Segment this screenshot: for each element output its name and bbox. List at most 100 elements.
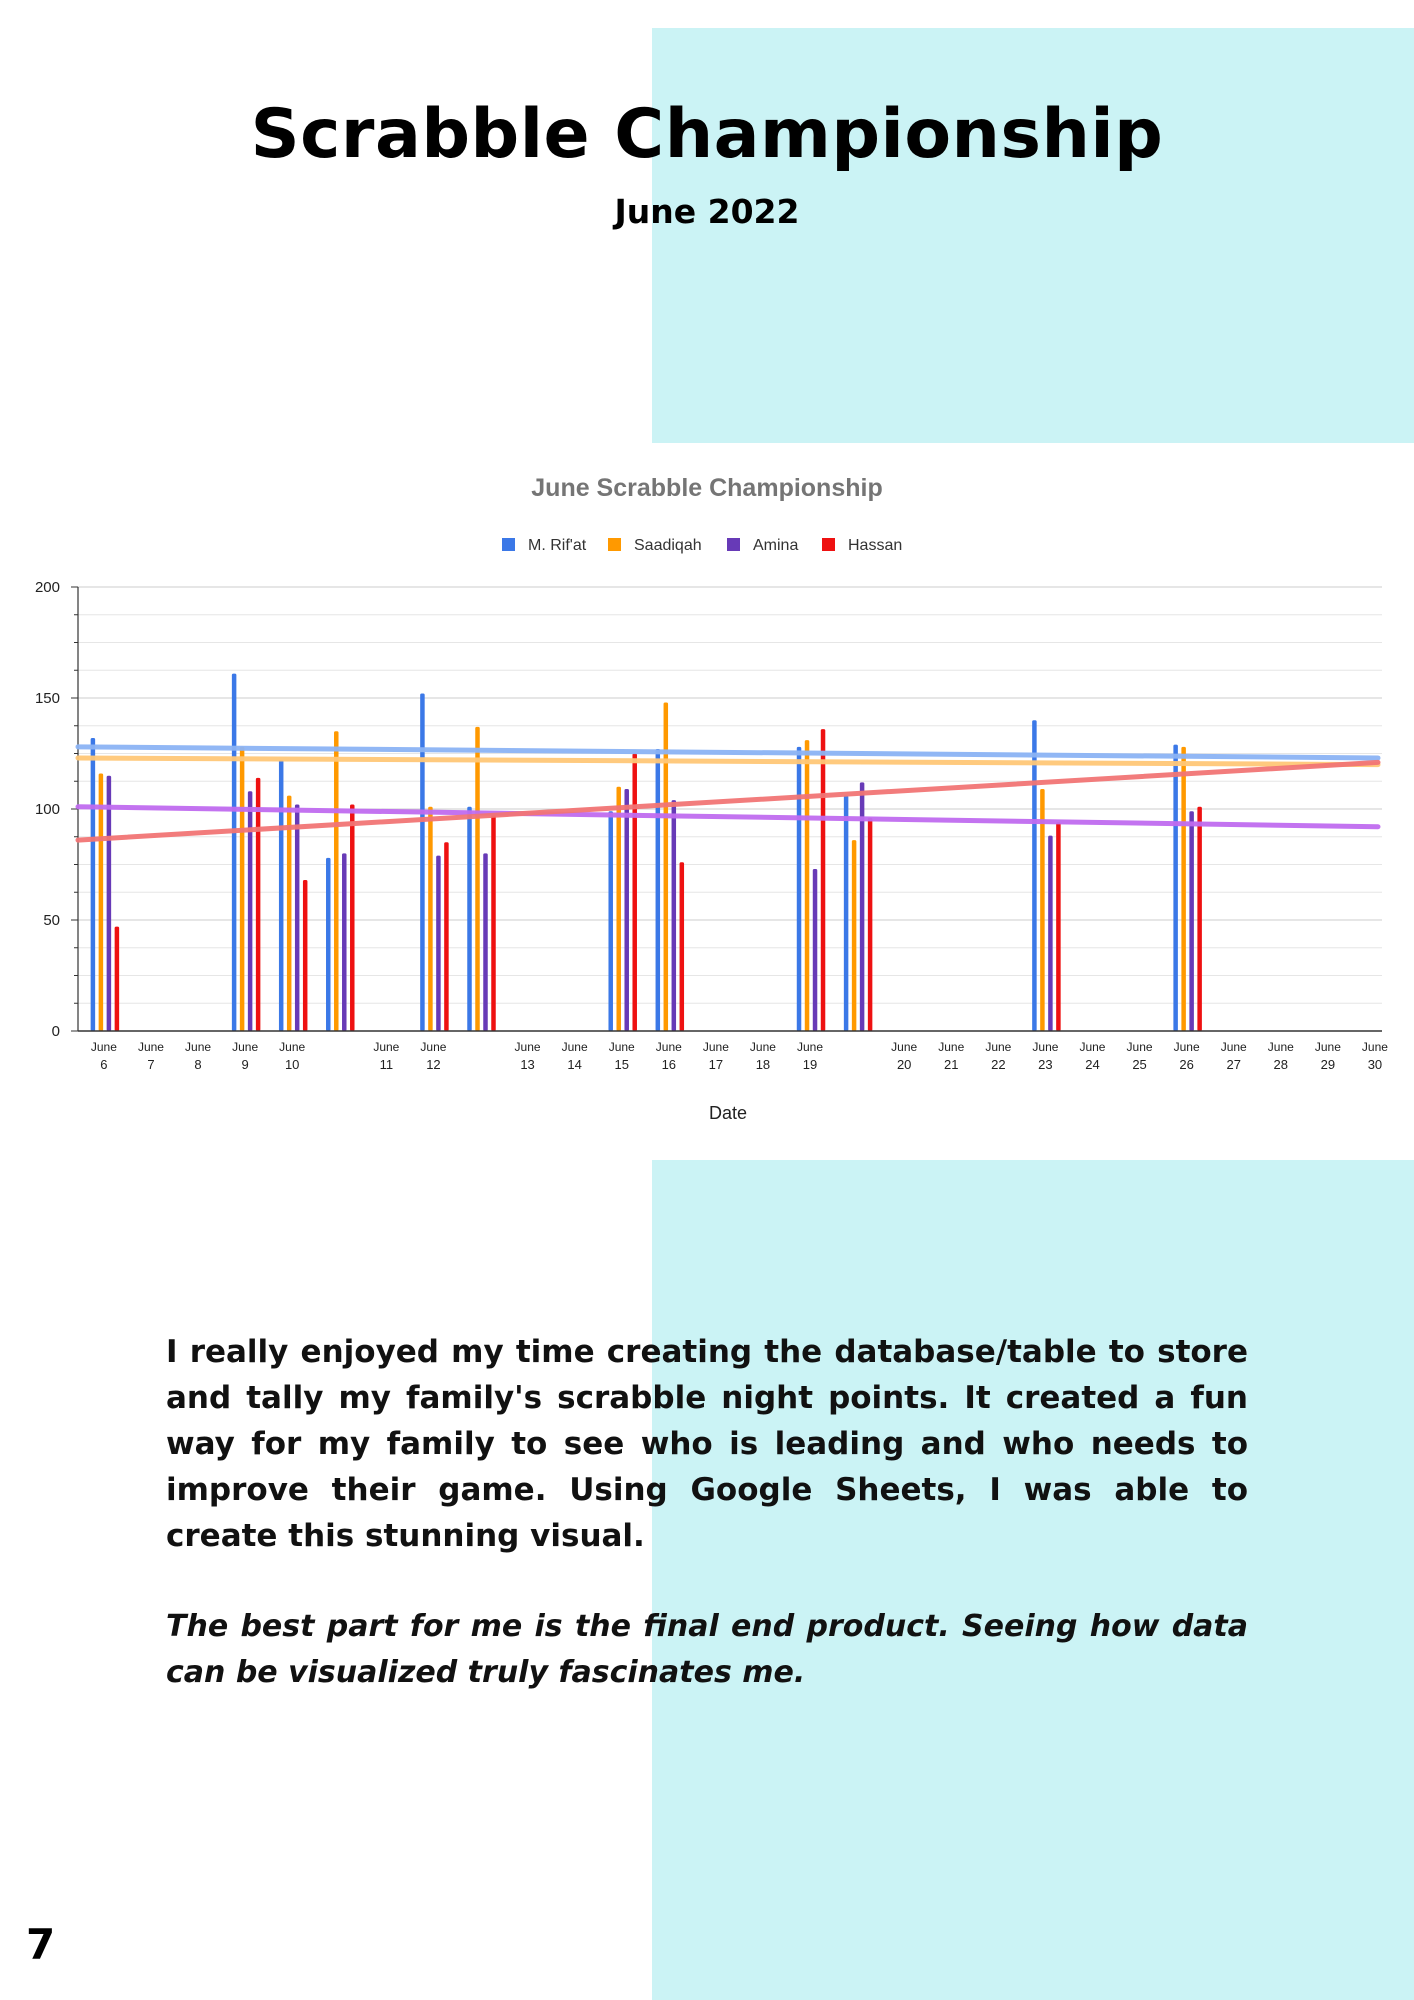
- chart-title: June Scrabble Championship: [531, 474, 882, 502]
- bar: [1040, 789, 1045, 1031]
- x-tick-label: June: [279, 1040, 305, 1054]
- x-tick-label: June: [373, 1040, 399, 1054]
- bar: [342, 853, 347, 1031]
- trendline: [75, 755, 1381, 768]
- legend-label: M. Rif'at: [528, 537, 587, 554]
- bar: [655, 749, 661, 1031]
- x-tick-label: 17: [709, 1057, 723, 1072]
- bar: [334, 731, 339, 1031]
- bar: [326, 857, 331, 1031]
- x-tick-label: 16: [662, 1057, 676, 1072]
- x-tick-label: June: [938, 1040, 964, 1054]
- legend-swatch: [822, 538, 835, 551]
- y-tick-label: 50: [43, 912, 60, 929]
- x-tick-label: 29: [1321, 1057, 1335, 1072]
- x-tick-label: June: [1032, 1040, 1058, 1054]
- x-tick-label: 9: [242, 1057, 249, 1072]
- x-tick-label: June: [232, 1040, 258, 1054]
- accent-block-top: [652, 28, 1414, 443]
- x-tick-label: June: [797, 1040, 823, 1054]
- bar: [483, 853, 488, 1031]
- x-tick-label: June: [703, 1040, 729, 1054]
- accent-block-bottom: [652, 1160, 1414, 2000]
- body-paragraph-1: I really enjoyed my time creating the da…: [166, 1334, 1248, 1554]
- page-number: 7: [26, 1920, 56, 1969]
- bar: [278, 760, 284, 1031]
- bar: [428, 806, 433, 1031]
- x-tick-label: 21: [944, 1057, 958, 1072]
- x-tick-label: 14: [567, 1057, 581, 1072]
- bar: [239, 746, 245, 1031]
- bar: [796, 746, 802, 1031]
- x-tick-label: 26: [1179, 1057, 1193, 1072]
- bar: [90, 737, 96, 1031]
- bar: [1056, 822, 1061, 1031]
- bar: [1189, 811, 1194, 1031]
- bar: [247, 791, 253, 1031]
- x-tick-label: 8: [194, 1057, 201, 1072]
- bar: [467, 806, 472, 1031]
- bar: [420, 693, 425, 1031]
- bar: [294, 804, 300, 1031]
- legend-swatch: [502, 538, 515, 551]
- scrabble-chart: June Scrabble Championship M. Rif'at Saadi…: [35, 474, 1388, 1123]
- legend-label: Amina: [753, 537, 798, 554]
- x-tick-label: June: [656, 1040, 682, 1054]
- bar: [1173, 744, 1178, 1031]
- x-tick-label: June: [1221, 1040, 1247, 1054]
- legend-label: Saadiqah: [634, 537, 702, 554]
- y-tick-label: 150: [35, 690, 60, 707]
- x-tick-label: 24: [1085, 1057, 1099, 1072]
- bar: [255, 777, 261, 1031]
- y-tick-label: 100: [35, 801, 60, 818]
- x-tick-label: June: [185, 1040, 211, 1054]
- bar: [436, 855, 441, 1031]
- x-tick-label: June: [138, 1040, 164, 1054]
- x-tick-label: June: [1079, 1040, 1105, 1054]
- legend-label: Hassan: [848, 537, 902, 554]
- bar: [616, 786, 621, 1031]
- bar: [1048, 835, 1053, 1031]
- chart-panel: June Scrabble Championship M. Rif'at Saadi…: [0, 455, 1414, 1135]
- bar: [663, 702, 669, 1031]
- bar: [1197, 806, 1202, 1031]
- bar: [1181, 746, 1186, 1031]
- x-tick-label: June: [91, 1040, 117, 1054]
- x-tick-label: June: [1315, 1040, 1341, 1054]
- legend-swatch: [608, 538, 621, 551]
- x-tick-label: June: [1268, 1040, 1294, 1054]
- x-tick-label: June: [515, 1040, 541, 1054]
- x-tick-label: 30: [1368, 1057, 1382, 1072]
- legend-swatch: [727, 538, 740, 551]
- x-tick-label: 19: [803, 1057, 817, 1072]
- x-tick-label: 28: [1274, 1057, 1288, 1072]
- x-tick-label: 23: [1038, 1057, 1052, 1072]
- x-tick-label: 12: [426, 1057, 440, 1072]
- bar: [475, 726, 480, 1031]
- x-axis-label: Date: [709, 1103, 747, 1123]
- bar: [106, 775, 112, 1031]
- x-tick-label: June: [750, 1040, 776, 1054]
- page-subtitle: June 2022: [614, 192, 800, 231]
- bar: [867, 817, 873, 1031]
- x-tick-label: 13: [520, 1057, 534, 1072]
- x-tick-label: 15: [614, 1057, 628, 1072]
- bar: [98, 773, 104, 1031]
- x-tick-label: 22: [991, 1057, 1005, 1072]
- x-tick-label: June: [1362, 1040, 1388, 1054]
- x-tick-label: 27: [1226, 1057, 1240, 1072]
- x-tick-label: 11: [380, 1057, 394, 1072]
- y-tick-label: 0: [52, 1023, 60, 1040]
- x-tick-label: June: [985, 1040, 1011, 1054]
- bar: [491, 813, 496, 1031]
- x-tick-label: June: [562, 1040, 588, 1054]
- bar: [608, 811, 613, 1031]
- bar: [624, 789, 629, 1031]
- x-tick-label: June: [1174, 1040, 1200, 1054]
- x-tick-label: June: [1127, 1040, 1153, 1054]
- bar: [1032, 720, 1037, 1031]
- bar: [231, 673, 237, 1031]
- bar: [114, 926, 120, 1031]
- bar: [843, 795, 849, 1031]
- bar: [820, 729, 826, 1031]
